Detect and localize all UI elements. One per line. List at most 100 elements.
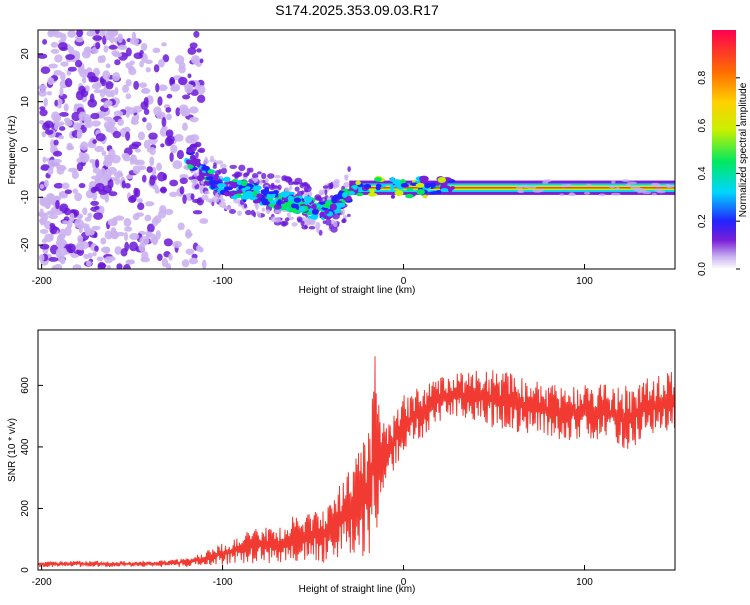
spectrogram-cell [106, 124, 114, 133]
spectrogram-cell [185, 159, 191, 165]
spectrogram-cell [81, 76, 87, 84]
spectrogram-cell [368, 192, 376, 197]
spectrogram-cell [201, 165, 210, 171]
spectrogram-cell [559, 193, 565, 197]
spectrogram-cell [88, 75, 95, 83]
spectrogram-cell [149, 156, 155, 167]
spectrogram-cell [38, 89, 47, 97]
spectrogram-cell [62, 220, 69, 225]
spectrogram-cell [319, 211, 326, 218]
spectrogram-cell [76, 30, 84, 38]
spectrogram-cell [314, 194, 322, 201]
spectrogram-cell [101, 150, 107, 156]
spectrogram-cell [322, 185, 329, 189]
spectrogram-cell [175, 107, 181, 117]
spectrogram-cell [440, 188, 449, 192]
spectrogram-cell [121, 180, 126, 189]
spectrogram-cell [139, 236, 150, 246]
spectrogram-cell [58, 247, 68, 256]
spectrogram-cell [303, 181, 308, 187]
spectrogram-cell [254, 198, 261, 204]
spectrogram-cell [211, 196, 220, 203]
spectrogram-cell [46, 91, 53, 96]
spectrogram-cell [429, 191, 436, 195]
spectrogram-cell [293, 181, 300, 185]
spectrogram-cell [55, 238, 66, 249]
spectrogram-cell [56, 104, 62, 109]
spectrogram-cell [94, 245, 99, 252]
spectrogram-cell [289, 185, 293, 191]
spectrogram-cell [165, 129, 174, 138]
spectrogram-cell [64, 119, 73, 127]
spectrogram-cell [243, 203, 248, 209]
spectrogram-cell [94, 182, 105, 192]
spectrogram-cell [166, 136, 176, 142]
spectrogram-cell [363, 183, 372, 189]
spectrogram-cell [199, 218, 209, 224]
spectrogram-cell [57, 42, 68, 51]
spectrogram-cell [93, 212, 104, 220]
spectrogram-cell [422, 194, 428, 199]
spectrogram-cell [97, 263, 107, 268]
spectrogram-cell [625, 183, 631, 187]
spectrogram-cell [83, 116, 92, 127]
spectrogram-cell [141, 88, 149, 94]
spectrogram-cell [100, 246, 111, 253]
spectrogram-cell [68, 248, 74, 253]
spectrogram-cell [303, 196, 309, 201]
spectrogram-cell [298, 206, 305, 213]
spectrogram-cell [92, 167, 101, 174]
spectrogram-cell [126, 259, 136, 265]
spectrogram-cell [215, 160, 224, 165]
spectrogram-cell [615, 187, 620, 191]
spectrogram-cell [264, 186, 270, 194]
snr-series [38, 356, 675, 568]
spectrogram-cell [308, 225, 316, 230]
spectrogram-cell [568, 192, 575, 196]
spectrogram-cell [300, 220, 305, 227]
spectrogram-cell [141, 174, 147, 183]
spectrogram-cell [598, 193, 606, 197]
spectrogram-cell [161, 42, 167, 47]
spectrogram-cell [38, 120, 45, 125]
spectrogram-cell [76, 162, 84, 172]
spectrogram-cell [96, 82, 102, 87]
spectrogram-cell [172, 160, 183, 170]
spectrogram-cell [178, 65, 186, 74]
spectrogram-cell [165, 107, 172, 113]
spectrogram-cell [197, 84, 206, 95]
spectrogram-cell [303, 185, 312, 193]
spectrogram-cell [333, 178, 340, 184]
spectrogram-cell [160, 143, 165, 148]
spectrogram-cell [170, 83, 181, 92]
spectrogram-cell [116, 263, 123, 269]
spectrogram-cell [95, 30, 100, 35]
spectrogram-cell [41, 131, 47, 138]
spectrogram-cell [179, 186, 185, 195]
spectrogram-cell [112, 130, 122, 139]
spectrogram-cell [400, 183, 409, 188]
spectrogram-cell [113, 110, 124, 118]
spectrogram-cell [133, 80, 140, 90]
spectrogram-cell [216, 183, 227, 188]
snr-y-label: SNR (10 * v/v) [7, 418, 18, 482]
spectrogram-cell [42, 122, 51, 131]
spectrogram-cell [228, 208, 236, 214]
spectrogram-cell [164, 208, 174, 216]
spectrogram-cell [39, 228, 49, 235]
spectrogram-cell [103, 45, 109, 53]
colorbar-label: Normalized spectral amplitude [738, 82, 749, 217]
spectrogram-cell [159, 187, 168, 193]
spectrogram-cell [117, 44, 128, 51]
spectrogram-cell [59, 257, 66, 265]
spectrogram-cell [651, 192, 657, 196]
spectrogram-cell [300, 190, 305, 195]
spectrogram-cell [44, 233, 53, 243]
spectrogram-cell [196, 94, 206, 104]
spectrogram-cell [44, 179, 49, 188]
spectrogram-cell [322, 220, 326, 224]
spectrogram-cell [79, 141, 89, 151]
spectrogram-cell [203, 158, 209, 165]
spectrogram-cell [77, 234, 84, 243]
spectrogram-cell [169, 179, 179, 187]
